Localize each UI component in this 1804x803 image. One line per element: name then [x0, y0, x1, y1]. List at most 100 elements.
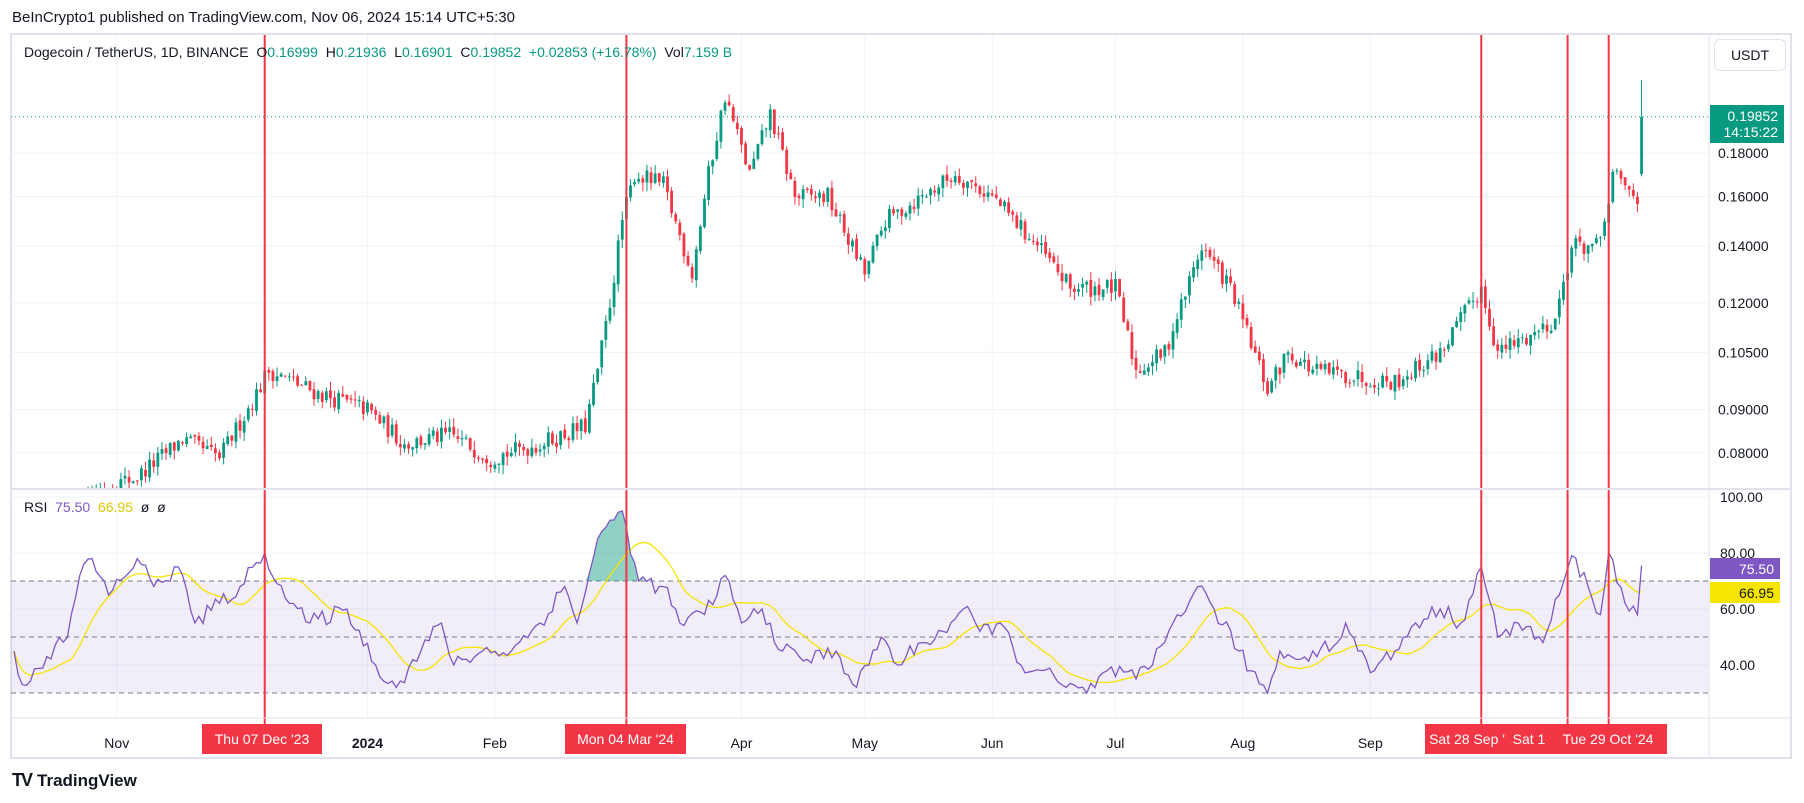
- candle: [1192, 261, 1195, 283]
- candle: [394, 420, 398, 447]
- candle-body: [1278, 367, 1282, 375]
- rsi-tick-label: 80.00: [1720, 545, 1755, 561]
- candle-body: [423, 443, 427, 445]
- candle-body: [1245, 317, 1249, 326]
- candle: [1340, 368, 1343, 378]
- candle: [1056, 255, 1060, 276]
- candle: [1410, 372, 1413, 381]
- candle-body: [1623, 177, 1627, 186]
- candle-body: [140, 468, 143, 481]
- volume-label: Vol: [664, 44, 684, 60]
- candle: [456, 428, 460, 444]
- candle-body: [707, 165, 710, 201]
- candles: [87, 79, 1643, 488]
- candle: [390, 418, 394, 438]
- candle-body: [1122, 297, 1126, 322]
- candle: [514, 433, 517, 457]
- candle: [1200, 244, 1204, 271]
- last-price-tag: 0.19852 14:15:22: [1710, 105, 1784, 143]
- candle-body: [1167, 343, 1171, 350]
- price-tick-label: 0.09000: [1718, 401, 1769, 417]
- rsi-name[interactable]: RSI: [24, 499, 48, 515]
- candle-body: [1048, 252, 1052, 259]
- candle: [604, 315, 608, 348]
- candle-body: [1512, 340, 1516, 346]
- candle: [875, 234, 879, 251]
- candle-body: [300, 384, 304, 386]
- candle: [1344, 370, 1348, 388]
- candle: [740, 126, 743, 153]
- candle: [518, 440, 521, 456]
- candle: [1467, 296, 1471, 305]
- candle-body: [271, 371, 275, 382]
- candle: [715, 131, 719, 161]
- candle-body: [1442, 349, 1446, 351]
- candle: [851, 238, 854, 252]
- candle: [1093, 281, 1097, 302]
- close-value: 0.19852: [470, 44, 522, 60]
- candle: [818, 189, 821, 207]
- rsi-band: [11, 580, 1709, 694]
- candle-body: [452, 426, 456, 435]
- candle: [916, 187, 920, 216]
- candle-body: [440, 427, 443, 442]
- candle: [1615, 168, 1619, 175]
- candle-body: [1200, 250, 1204, 261]
- candle-body: [357, 399, 361, 402]
- high-label: H: [325, 44, 336, 60]
- candle: [255, 382, 258, 416]
- candle: [95, 484, 97, 488]
- candle: [1171, 323, 1175, 359]
- candle-body: [764, 128, 768, 130]
- symbol-name[interactable]: Dogecoin / TetherUS, 1D, BINANCE: [24, 44, 249, 60]
- candle: [444, 421, 447, 435]
- candle-body: [994, 194, 998, 198]
- candle: [189, 433, 193, 439]
- currency-button[interactable]: USDT: [1714, 39, 1786, 71]
- candle-body: [1159, 349, 1163, 358]
- candle: [666, 169, 669, 201]
- chart-frame: [10, 33, 1792, 759]
- candle-body: [962, 182, 965, 188]
- price-tick-label: 0.10500: [1718, 344, 1769, 360]
- candle-body: [982, 193, 986, 197]
- candle: [1303, 351, 1306, 370]
- candle-body: [694, 249, 698, 281]
- candle-body: [583, 418, 587, 433]
- candle: [1529, 334, 1532, 355]
- candle: [559, 430, 563, 450]
- candle: [1405, 369, 1409, 388]
- candle: [1077, 283, 1080, 297]
- candle-body: [1011, 211, 1015, 215]
- candle-body: [1500, 344, 1504, 353]
- candle-body: [493, 464, 497, 469]
- candle-body: [431, 430, 435, 436]
- candle-body: [1323, 363, 1327, 370]
- publish-info: BeInCrypto1 published on TradingView.com…: [12, 9, 515, 26]
- candle: [1537, 329, 1541, 340]
- candle-body: [1220, 262, 1224, 284]
- candle: [1356, 361, 1360, 387]
- candle-body: [530, 447, 534, 457]
- candle: [1225, 269, 1228, 292]
- candle-body: [1348, 382, 1352, 384]
- candle: [711, 159, 715, 175]
- candle-body: [468, 438, 472, 450]
- candle-body: [768, 109, 772, 131]
- tradingview-logo[interactable]: TV TradingView: [12, 770, 137, 791]
- candle: [978, 184, 982, 198]
- candle: [1040, 235, 1043, 254]
- candle-body: [394, 424, 398, 444]
- candle: [1114, 271, 1117, 301]
- candle: [148, 451, 152, 482]
- candle: [452, 417, 456, 438]
- candle: [419, 434, 423, 449]
- candle: [1619, 168, 1623, 185]
- candle-body: [304, 381, 308, 386]
- candle: [1455, 316, 1459, 328]
- candle-body: [1130, 332, 1134, 360]
- candle: [1208, 246, 1212, 261]
- candle: [949, 177, 953, 189]
- candle-body: [633, 182, 637, 185]
